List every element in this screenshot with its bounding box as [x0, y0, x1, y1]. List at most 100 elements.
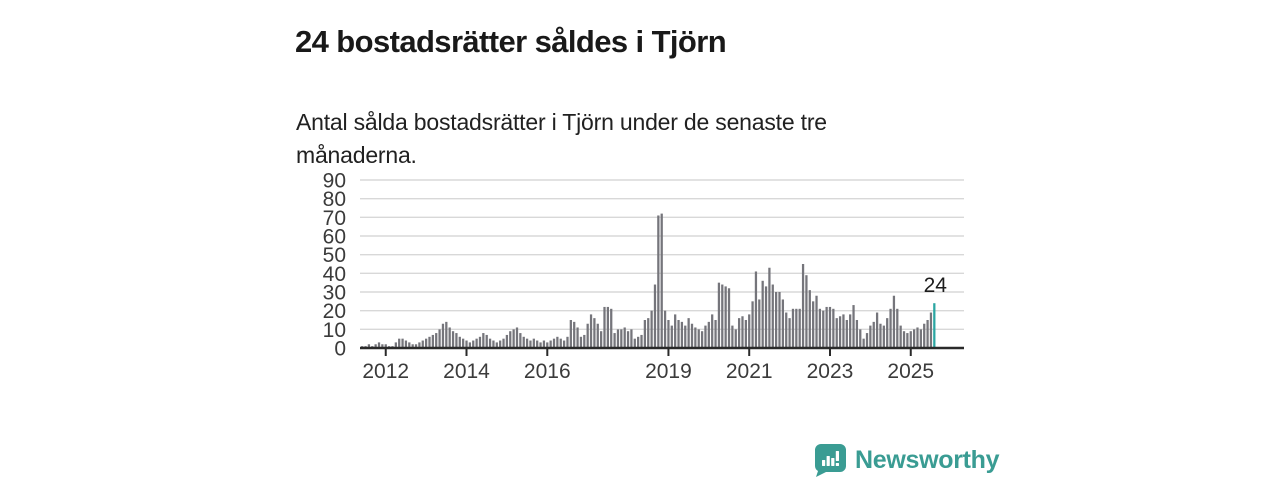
bar — [431, 334, 434, 348]
newsworthy-logo-icon — [815, 444, 846, 477]
bar — [822, 310, 825, 348]
bar — [640, 334, 643, 348]
y-tick-label: 0 — [334, 338, 346, 361]
bar — [768, 267, 771, 348]
bar — [865, 333, 869, 348]
bar — [906, 333, 909, 348]
x-tick-label: 2014 — [443, 360, 490, 383]
bar — [879, 323, 882, 348]
bar — [630, 329, 633, 348]
bar — [721, 284, 724, 348]
bar — [886, 318, 889, 348]
bar — [838, 316, 842, 348]
bar — [451, 331, 455, 348]
bar — [764, 286, 768, 348]
bar — [583, 334, 586, 348]
bar — [694, 327, 697, 348]
bar — [512, 329, 515, 348]
bar — [775, 292, 778, 348]
bar — [465, 340, 468, 348]
bar — [441, 323, 445, 348]
bar — [680, 321, 684, 348]
bar — [832, 308, 835, 348]
bar — [626, 331, 630, 348]
bar — [727, 288, 731, 348]
bar — [458, 336, 461, 348]
bar — [428, 336, 431, 348]
bar — [758, 299, 761, 348]
bar — [495, 342, 498, 348]
bar — [684, 325, 687, 348]
bar — [532, 338, 535, 348]
y-tick-label: 10 — [323, 319, 346, 342]
bar — [455, 333, 458, 348]
bar — [919, 329, 922, 348]
y-tick-label: 70 — [323, 207, 346, 230]
bar-latest — [933, 303, 936, 348]
bar — [519, 333, 522, 348]
bar — [448, 327, 451, 348]
bar — [559, 338, 562, 348]
bar — [589, 314, 593, 348]
x-tick-label: 2016 — [524, 360, 571, 383]
bar — [724, 286, 727, 348]
bar — [414, 344, 418, 348]
y-tick-label: 80 — [323, 188, 346, 211]
bar — [704, 325, 707, 348]
bar — [499, 340, 502, 348]
bar — [842, 314, 845, 348]
bar — [909, 331, 912, 348]
bar — [421, 340, 424, 348]
bar — [620, 329, 623, 348]
bar — [586, 323, 589, 348]
bar — [778, 292, 781, 348]
bar — [600, 331, 603, 348]
y-tick-label: 50 — [323, 244, 346, 267]
bar-chart: 0 10 20 30 40 50 60 70 80 90 2012 2014 2016 2019 2021 2… — [295, 165, 975, 400]
bar — [852, 305, 855, 348]
bar — [536, 340, 539, 348]
bar — [596, 323, 599, 348]
bar — [384, 344, 387, 348]
bar — [869, 325, 872, 348]
bar — [872, 321, 875, 348]
bar — [828, 306, 832, 348]
bar — [929, 312, 933, 348]
bar — [515, 327, 519, 348]
bar — [411, 344, 414, 348]
bar — [707, 321, 710, 348]
bar — [677, 320, 680, 348]
x-tick-label: 2023 — [807, 360, 854, 383]
y-tick-label: 90 — [323, 170, 346, 193]
chart-title: 24 bostadsrätter såldes i Tjörn — [295, 23, 727, 59]
bar — [482, 333, 485, 348]
bar — [616, 329, 620, 348]
bar — [808, 290, 811, 348]
bar — [741, 316, 744, 348]
bar — [650, 310, 653, 348]
bar — [381, 344, 384, 348]
bar — [475, 338, 478, 348]
bar — [892, 295, 896, 348]
bar — [374, 344, 377, 348]
bar — [569, 320, 572, 348]
bar — [502, 338, 505, 348]
bar — [367, 344, 371, 348]
bar — [697, 329, 700, 348]
bar — [882, 325, 885, 348]
bar — [492, 340, 495, 348]
bar — [798, 308, 801, 348]
y-tick-label: 60 — [323, 226, 346, 249]
bar — [670, 325, 673, 348]
bar — [522, 336, 525, 348]
bar — [711, 314, 714, 348]
bar — [643, 320, 647, 348]
bar — [700, 331, 704, 348]
bar — [593, 318, 596, 348]
bar — [435, 333, 438, 348]
bar — [637, 336, 640, 348]
bar — [801, 264, 805, 348]
bar — [687, 318, 690, 348]
bar — [795, 308, 798, 348]
